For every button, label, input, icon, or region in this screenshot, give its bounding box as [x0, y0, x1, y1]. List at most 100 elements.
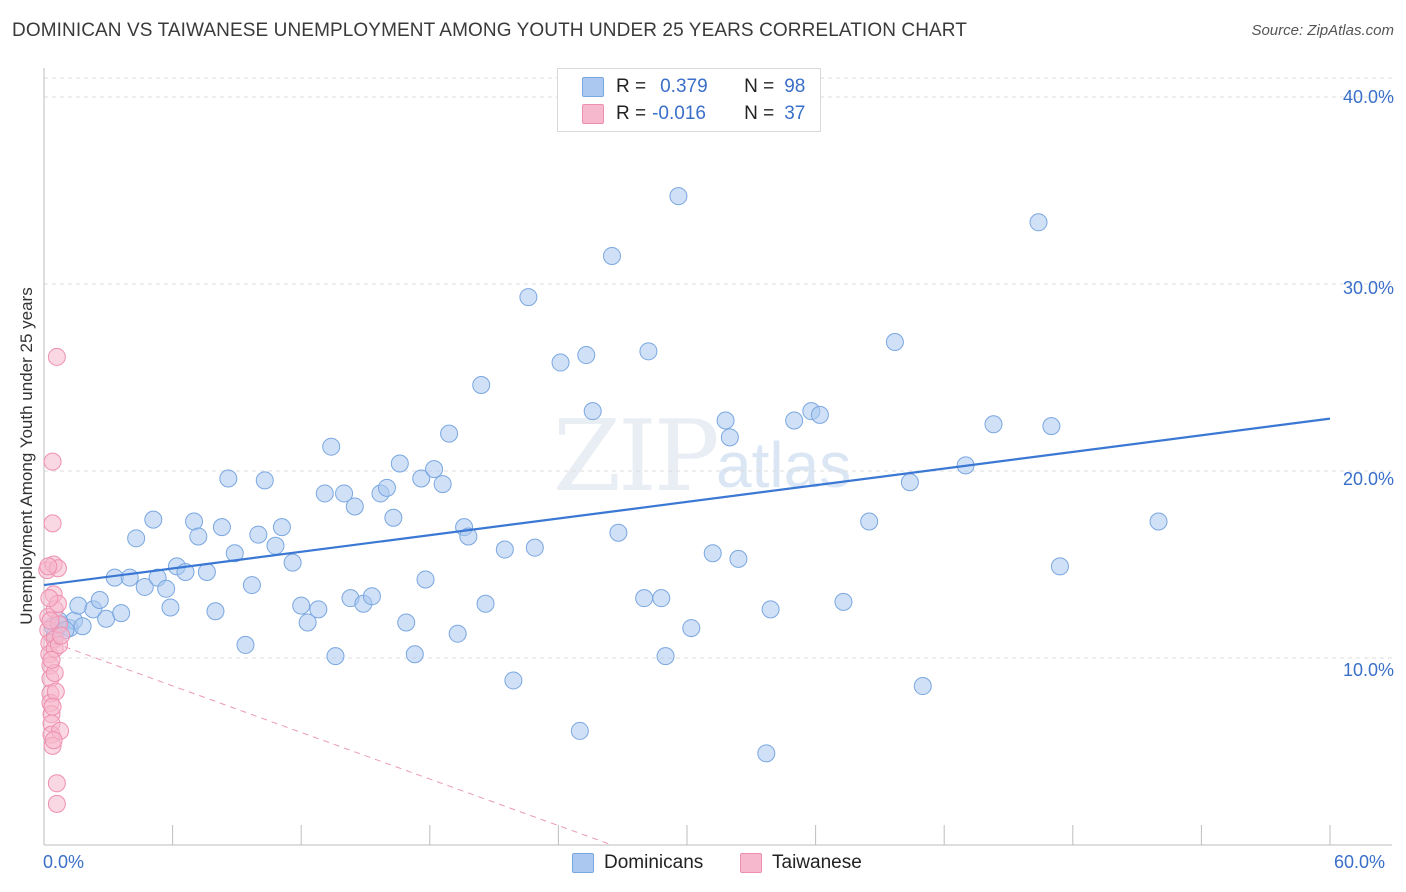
dominicans-point: [459, 527, 478, 546]
dominicans-point: [255, 471, 274, 490]
legend-n-label: N =: [744, 103, 775, 124]
legend-n-value: 98: [784, 76, 806, 97]
dominicans-point: [425, 460, 444, 479]
dominicans-point: [206, 602, 225, 621]
dominicans-point: [157, 579, 176, 598]
dominicans-point: [720, 428, 739, 447]
watermark-zip: ZIP: [553, 400, 720, 514]
taiwanese-point: [47, 347, 66, 366]
bottom-legend-swatch-taiwanese: [740, 853, 762, 873]
correlation-legend: R = 0.379 N = 98 R = -0.016 N = 37: [557, 68, 821, 132]
taiwanese-trend-line: [43, 638, 613, 846]
dominicans-trend-line: [43, 417, 1331, 587]
dominicans-point: [292, 596, 311, 615]
dominicans-point: [860, 512, 879, 531]
chart-title: DOMINICAN VS TAIWANESE UNEMPLOYMENT AMON…: [12, 20, 967, 41]
dominicans-point: [810, 405, 829, 424]
dominicans-point: [322, 437, 341, 456]
y-axis-label: Unemployment Among Youth under 25 years: [17, 287, 36, 625]
dominicans-point: [272, 518, 291, 537]
dominicans-point: [639, 342, 658, 361]
dominicans-point: [472, 375, 491, 394]
legend-swatch-dominicans: [582, 77, 604, 97]
dominicans-point: [219, 469, 238, 488]
dominicans-point: [984, 415, 1003, 434]
bottom-legend-label-dominicans: Dominicans: [604, 852, 704, 873]
dominicans-point: [1042, 417, 1061, 436]
dominicans-point: [682, 619, 701, 638]
dominicans-point: [900, 473, 919, 492]
dominicans-point: [476, 594, 495, 613]
dominicans-point: [504, 671, 523, 690]
dominicans-point: [703, 544, 722, 563]
dominicans-point: [390, 454, 409, 473]
dominicans-point: [377, 478, 396, 497]
dominicans-point: [433, 475, 452, 494]
dominicans-point: [326, 647, 345, 666]
dominicans-point: [761, 600, 780, 619]
dominicans-point: [1050, 557, 1069, 576]
y-tick-label-10: 10.0%: [1342, 660, 1394, 680]
dominicans-point: [335, 484, 354, 503]
bottom-legend-dominicans[interactable]: Dominicans: [572, 852, 703, 874]
dominicans-point: [570, 721, 589, 740]
dominicans-point: [440, 424, 459, 443]
dominicans-point: [120, 568, 139, 587]
legend-n-value: 37: [784, 103, 806, 124]
dominicans-point: [135, 577, 154, 596]
dominicans-point: [656, 647, 675, 666]
taiwanese-point: [44, 731, 63, 750]
dominicans-point: [1029, 213, 1048, 232]
taiwanese-point: [43, 697, 62, 716]
dominicans-point: [90, 591, 109, 610]
dominicans-point: [185, 512, 204, 531]
dominicans-point: [757, 744, 776, 763]
x-tick-label-max: 60.0%: [1334, 852, 1386, 872]
dominicans-point: [602, 246, 621, 265]
dominicans-point: [362, 587, 381, 606]
taiwanese-point: [47, 794, 66, 813]
dominicans-point: [345, 497, 364, 516]
legend-r-label: R =: [616, 76, 647, 97]
taiwanese-point: [43, 514, 62, 533]
dominicans-point: [283, 553, 302, 572]
dominicans-point: [97, 609, 116, 628]
taiwanese-point: [42, 650, 61, 669]
dominicans-point: [652, 589, 671, 608]
dominicans-point: [913, 677, 932, 696]
taiwanese-point: [43, 452, 62, 471]
dominicans-point: [225, 544, 244, 563]
dominicans-point: [412, 469, 431, 488]
source-label: Source: ZipAtlas.com: [1251, 22, 1394, 39]
dominicans-point: [729, 549, 748, 568]
dominicans-point: [242, 576, 261, 595]
dominicans-point: [785, 411, 804, 430]
dominicans-point: [315, 484, 334, 503]
dominicans-point: [416, 570, 435, 589]
bottom-legend-label-taiwanese: Taiwanese: [772, 852, 862, 873]
taiwanese-point: [52, 626, 71, 645]
legend-n-label: N =: [744, 76, 775, 97]
dominicans-point: [397, 613, 416, 632]
y-tick-label-40: 40.0%: [1342, 87, 1394, 107]
dominicans-point: [197, 562, 216, 581]
legend-r-label: R =: [616, 103, 647, 124]
dominicans-point: [448, 624, 467, 643]
legend-row-taiwanese: R = -0.016 N = 37: [558, 101, 805, 127]
dominicans-point: [551, 353, 570, 372]
y-tick-label-20: 20.0%: [1342, 469, 1394, 489]
dominicans-point: [161, 598, 180, 617]
dominicans-point: [266, 536, 285, 555]
taiwanese-point: [46, 682, 65, 701]
dominicans-point: [298, 613, 317, 632]
dominicans-point: [112, 604, 131, 623]
dominicans-point: [73, 617, 92, 636]
bottom-legend-taiwanese[interactable]: Taiwanese: [740, 852, 862, 874]
dominicans-point: [236, 635, 255, 654]
dominicans-point: [69, 596, 88, 615]
dominicans-point: [525, 538, 544, 557]
dominicans-point: [577, 346, 596, 365]
y-tick-label-30: 30.0%: [1342, 278, 1394, 298]
dominicans-point: [405, 645, 424, 664]
